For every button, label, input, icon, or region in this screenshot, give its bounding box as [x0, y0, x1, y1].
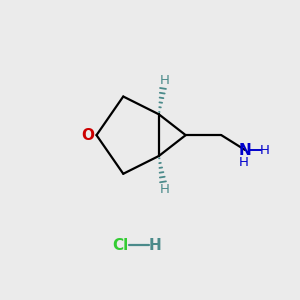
Text: H: H — [160, 74, 170, 87]
Text: H: H — [260, 143, 270, 157]
Text: H: H — [149, 238, 162, 253]
Text: Cl: Cl — [112, 238, 128, 253]
Text: H: H — [239, 156, 249, 169]
Text: H: H — [160, 183, 170, 196]
Text: N: N — [239, 142, 251, 158]
Text: O: O — [82, 128, 95, 142]
